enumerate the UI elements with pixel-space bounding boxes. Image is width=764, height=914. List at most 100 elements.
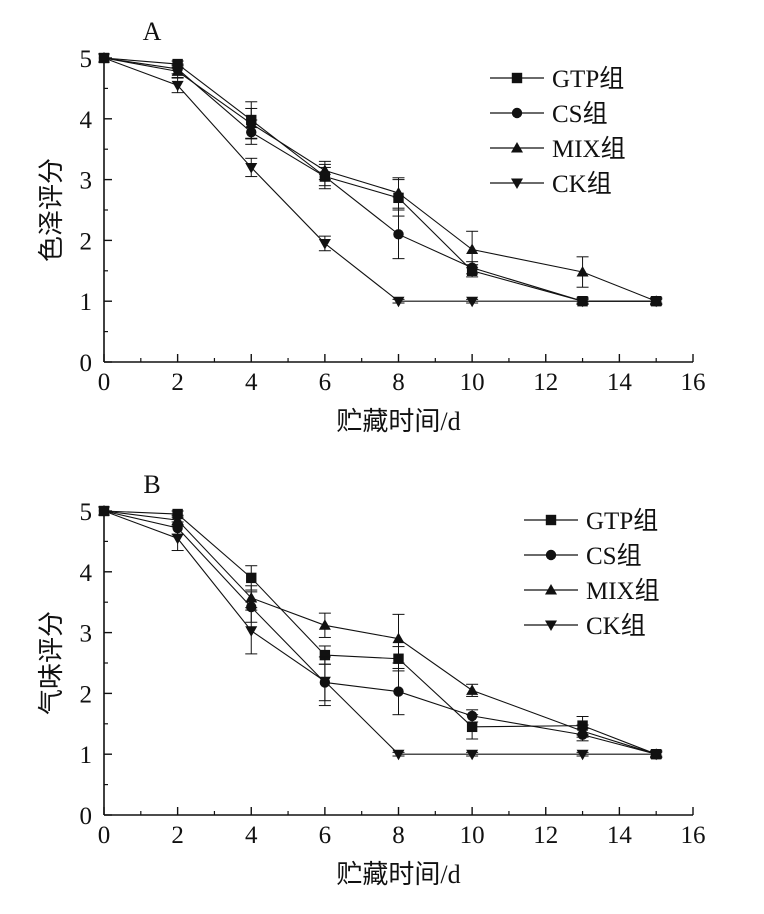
data-point xyxy=(98,53,110,64)
legend-label: CS组 xyxy=(552,100,608,128)
legend-label: CK组 xyxy=(586,612,646,640)
data-point xyxy=(393,686,404,697)
data-point xyxy=(392,186,405,198)
panel-label: B xyxy=(143,470,160,499)
x-tick-label: 8 xyxy=(392,822,405,849)
data-point xyxy=(650,296,663,308)
x-tick-label: 0 xyxy=(98,822,111,849)
data-point xyxy=(171,80,184,92)
legend-label: CS组 xyxy=(586,542,642,570)
legend-marker-icon xyxy=(511,107,523,119)
data-point xyxy=(245,162,258,174)
y-axis-title: 色泽评分 xyxy=(37,158,66,262)
x-tick-label: 2 xyxy=(171,822,184,849)
legend-label: MIX组 xyxy=(552,135,626,163)
series-triangle-down xyxy=(98,506,663,761)
x-tick-label: 4 xyxy=(245,822,258,849)
y-tick-label: 3 xyxy=(80,621,93,648)
data-point xyxy=(576,725,589,736)
legend-label: CK组 xyxy=(552,170,612,198)
y-tick-label: 5 xyxy=(80,499,93,526)
data-point xyxy=(466,721,478,733)
data-point xyxy=(318,238,331,250)
y-tick-label: 2 xyxy=(80,228,93,255)
legend: GTP组 CS组 MIX组 CK组 xyxy=(490,65,626,198)
y-tick-label: 0 xyxy=(80,350,93,377)
series-line xyxy=(103,57,657,302)
x-tick-label: 14 xyxy=(607,369,633,396)
x-tick-label: 10 xyxy=(460,369,485,396)
x-axis-title: 贮藏时间/d xyxy=(336,860,460,889)
data-point xyxy=(319,649,331,661)
data-point xyxy=(98,506,110,517)
legend: GTP组 CS组 MIX组 CK组 xyxy=(524,507,660,640)
data-point xyxy=(245,117,258,129)
data-point xyxy=(318,619,331,630)
data-point xyxy=(246,572,257,584)
data-point xyxy=(466,749,479,761)
y-tick-label: 4 xyxy=(80,107,93,134)
data-point xyxy=(245,626,258,637)
series-line xyxy=(103,510,657,755)
y-axis-title: 气味评分 xyxy=(37,611,66,715)
legend-marker-icon xyxy=(545,549,557,561)
series-triangle-down xyxy=(98,53,663,308)
chart-panel-B: 0 2 4 6 8 10 12 14 16012345贮藏时间/d气味评分BGTP组CS组MIX… xyxy=(37,470,706,889)
data-point xyxy=(650,749,663,761)
legend-marker-icon xyxy=(545,620,557,631)
data-point xyxy=(392,749,405,761)
x-axis-title: 贮藏时间/d xyxy=(336,407,460,436)
x-tick-label: 16 xyxy=(681,369,706,396)
x-tick-label: 6 xyxy=(319,369,332,396)
data-point xyxy=(466,684,479,695)
legend-marker-icon xyxy=(511,142,523,153)
series-line xyxy=(103,57,657,302)
series-line xyxy=(103,510,657,755)
x-tick-label: 4 xyxy=(245,369,258,396)
legend-marker-icon xyxy=(545,514,557,526)
x-tick-label: 12 xyxy=(533,822,558,849)
data-point xyxy=(171,514,184,525)
legend-marker-icon xyxy=(511,178,523,189)
chart-panel-A: 0 2 4 6 8 10 12 14 16012345贮藏时间/d色泽评分AGTP组CS组MIX… xyxy=(37,17,706,436)
legend-label: GTP组 xyxy=(586,507,658,535)
series-line xyxy=(103,510,657,755)
y-tick-label: 1 xyxy=(80,289,93,316)
y-tick-label: 3 xyxy=(80,168,93,195)
panel-label: A xyxy=(143,17,162,46)
data-point xyxy=(172,508,183,520)
data-point xyxy=(392,296,405,308)
y-tick-label: 0 xyxy=(80,803,93,830)
data-point xyxy=(466,710,478,722)
data-point xyxy=(576,296,589,308)
data-point xyxy=(318,164,331,175)
legend-marker-icon xyxy=(511,72,523,84)
y-tick-label: 5 xyxy=(80,46,93,73)
data-point xyxy=(171,533,184,545)
x-tick-label: 0 xyxy=(98,369,111,396)
data-point xyxy=(318,676,331,688)
x-tick-label: 6 xyxy=(319,822,332,849)
data-point xyxy=(392,632,405,644)
legend-label: MIX组 xyxy=(586,577,660,605)
x-tick-label: 2 xyxy=(171,369,184,396)
data-point xyxy=(576,749,589,761)
x-tick-label: 10 xyxy=(460,822,485,849)
series-line xyxy=(103,510,657,755)
x-tick-label: 12 xyxy=(533,369,558,396)
data-point xyxy=(466,243,479,255)
legend-marker-icon xyxy=(545,584,557,595)
data-point xyxy=(245,591,258,603)
data-point xyxy=(171,65,184,76)
series-triangle-up xyxy=(98,505,663,759)
data-point xyxy=(576,266,589,277)
y-tick-label: 1 xyxy=(80,742,93,769)
legend-label: GTP组 xyxy=(552,65,624,93)
data-point xyxy=(393,229,404,240)
x-tick-label: 16 xyxy=(681,822,706,849)
x-tick-label: 8 xyxy=(392,369,405,396)
x-tick-label: 14 xyxy=(607,822,633,849)
y-tick-label: 4 xyxy=(80,560,93,587)
